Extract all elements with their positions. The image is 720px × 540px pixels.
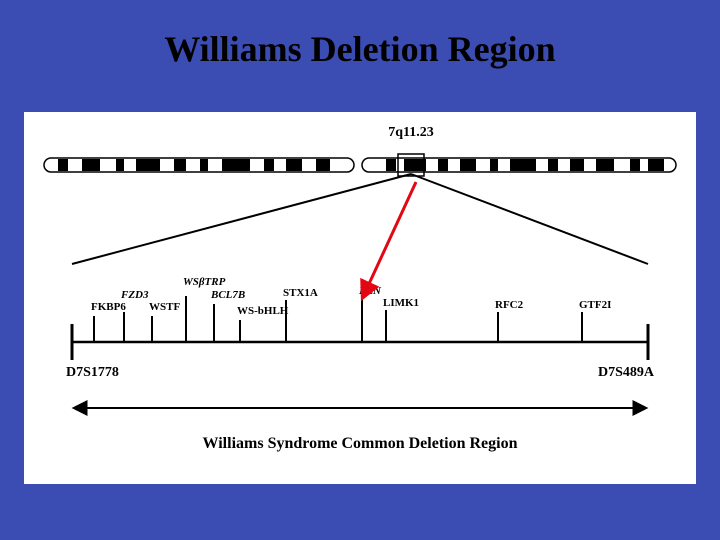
svg-text:RFC2: RFC2 xyxy=(495,299,524,311)
svg-text:GTF2I: GTF2I xyxy=(579,299,611,311)
svg-text:WSβTRP: WSβTRP xyxy=(183,276,226,288)
svg-text:STX1A: STX1A xyxy=(283,287,318,299)
svg-text:WS-bHLH: WS-bHLH xyxy=(237,305,289,317)
page-title: Williams Deletion Region xyxy=(0,0,720,70)
svg-text:7q11.23: 7q11.23 xyxy=(388,125,434,140)
svg-text:D7S1778: D7S1778 xyxy=(66,365,119,380)
svg-text:ELN: ELN xyxy=(358,285,382,297)
svg-text:D7S489A: D7S489A xyxy=(598,365,655,380)
svg-text:WSTF: WSTF xyxy=(149,301,180,313)
diagram-panel: 7q11.23 D7S1778 D7S489A FKBP6FZD3WSTF WSβTRP… xyxy=(24,112,696,484)
svg-text:FKBP6: FKBP6 xyxy=(91,301,126,313)
svg-text:LIMK1: LIMK1 xyxy=(383,297,419,309)
svg-text:BCL7B: BCL7B xyxy=(210,289,245,301)
svg-text:FZD3: FZD3 xyxy=(120,289,149,301)
gene-map-svg: 7q11.23 D7S1778 D7S489A FKBP6FZD3WSTF WSβTRP… xyxy=(24,112,696,484)
svg-text:Williams Syndrome Common Delet: Williams Syndrome Common Deletion Region xyxy=(203,435,518,452)
